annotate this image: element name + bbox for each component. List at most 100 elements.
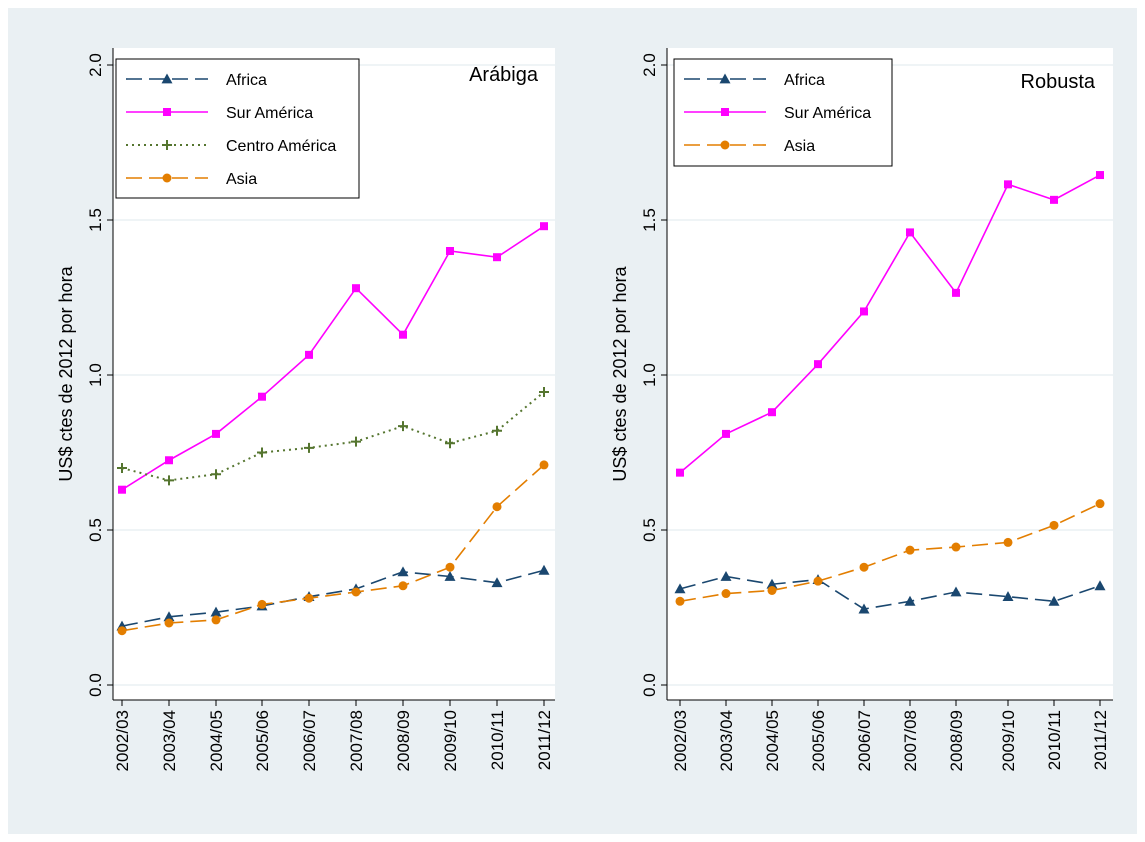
data-point bbox=[767, 585, 777, 595]
data-point bbox=[675, 596, 685, 606]
data-point bbox=[904, 595, 916, 606]
x-tick-label: 2003/04 bbox=[160, 710, 179, 771]
data-point bbox=[351, 587, 361, 597]
x-tick-label: 2007/08 bbox=[901, 710, 920, 771]
x-tick-label: 2006/07 bbox=[855, 710, 874, 771]
data-point bbox=[539, 460, 549, 470]
y-tick-label: 1.5 bbox=[86, 208, 105, 232]
y-tick-label: 0.0 bbox=[640, 673, 659, 697]
x-tick-label: 2004/05 bbox=[207, 710, 226, 771]
x-tick-label: 2002/03 bbox=[113, 710, 132, 771]
legend-marker bbox=[721, 108, 729, 116]
data-point bbox=[399, 330, 407, 339]
legend-label: Africa bbox=[226, 72, 267, 89]
y-tick-label: 2.0 bbox=[640, 53, 659, 77]
data-point bbox=[117, 463, 127, 473]
data-point bbox=[720, 571, 732, 581]
data-point bbox=[164, 618, 174, 628]
data-point bbox=[951, 542, 961, 552]
data-point bbox=[351, 436, 361, 447]
data-point bbox=[165, 456, 173, 465]
legend-label: Asia bbox=[226, 171, 257, 188]
data-point bbox=[1094, 580, 1106, 591]
x-tick-label: 2005/06 bbox=[253, 710, 272, 771]
x-tick-label: 2005/06 bbox=[809, 710, 828, 771]
data-point bbox=[304, 442, 314, 453]
data-point bbox=[492, 502, 502, 512]
data-point bbox=[210, 606, 222, 617]
data-point bbox=[1096, 171, 1104, 180]
series-line bbox=[679, 575, 1101, 610]
x-tick-label: 2002/03 bbox=[671, 710, 690, 771]
x-tick-label: 2011/12 bbox=[535, 710, 554, 770]
x-tick-label: 2007/08 bbox=[347, 710, 366, 771]
y-tick-label: 1.5 bbox=[640, 208, 659, 232]
data-point bbox=[397, 566, 409, 577]
data-point bbox=[1003, 537, 1013, 547]
data-point bbox=[1095, 499, 1105, 509]
data-point bbox=[1004, 180, 1012, 189]
y-axis-label: US$ ctes de 2012 por hora bbox=[56, 265, 76, 481]
x-tick-label: 2011/12 bbox=[1091, 710, 1110, 770]
data-point bbox=[906, 228, 914, 237]
legend-marker bbox=[161, 73, 173, 84]
legend-marker bbox=[720, 140, 730, 150]
x-tick-label: 2010/11 bbox=[1045, 710, 1064, 770]
legend: Africa Sur América Asia bbox=[673, 58, 893, 167]
data-point bbox=[211, 469, 221, 480]
y-axis-label: US$ ctes de 2012 por hora bbox=[610, 265, 630, 481]
data-point bbox=[444, 571, 456, 581]
data-point bbox=[212, 429, 220, 438]
data-point bbox=[768, 408, 776, 417]
chart-panel-1: 0.0 0.5 1.0 1.5 2.0 US$ ctes de 2012 por hora… bbox=[56, 48, 555, 771]
data-point bbox=[860, 307, 868, 316]
x-tick-label: 2009/10 bbox=[999, 710, 1018, 771]
data-point bbox=[859, 562, 869, 572]
legend-label: Asia bbox=[784, 138, 815, 155]
x-tick-label: 2010/11 bbox=[488, 710, 507, 770]
data-point bbox=[538, 564, 550, 575]
panel-title: Arábiga bbox=[469, 64, 539, 86]
data-point bbox=[493, 253, 501, 262]
data-point bbox=[905, 545, 915, 555]
legend-marker bbox=[719, 73, 731, 84]
legend-marker bbox=[162, 140, 172, 150]
chart-panel-2: 0.0 0.5 1.0 1.5 2.0 US$ ctes de 2012 por hora… bbox=[610, 48, 1113, 771]
data-point bbox=[1049, 520, 1059, 530]
series-line bbox=[121, 569, 545, 627]
data-point bbox=[304, 593, 314, 603]
series-line bbox=[679, 502, 1101, 603]
data-point bbox=[766, 578, 778, 589]
data-point bbox=[814, 360, 822, 369]
data-point bbox=[721, 589, 731, 599]
data-point bbox=[445, 438, 455, 449]
data-point bbox=[257, 447, 267, 458]
legend-label: Centro América bbox=[226, 138, 336, 155]
data-point bbox=[676, 468, 684, 477]
y-tick-label: 0.5 bbox=[86, 518, 105, 542]
data-point bbox=[858, 603, 870, 614]
series-asia bbox=[117, 460, 549, 636]
data-point bbox=[952, 288, 960, 297]
y-tick-label: 1.0 bbox=[640, 363, 659, 387]
data-point bbox=[163, 611, 175, 622]
data-point bbox=[118, 485, 126, 494]
series-centro-américa bbox=[117, 387, 549, 486]
data-point bbox=[674, 583, 686, 594]
legend-label: Africa bbox=[784, 72, 825, 89]
series-sur-américa bbox=[118, 222, 548, 494]
data-point bbox=[491, 577, 503, 588]
data-point bbox=[398, 421, 408, 432]
data-point bbox=[539, 387, 549, 398]
x-tick-label: 2008/09 bbox=[394, 710, 413, 771]
y-tick-label: 1.0 bbox=[86, 363, 105, 387]
data-point bbox=[257, 599, 267, 609]
data-point bbox=[445, 562, 455, 572]
legend: Africa Sur América Centro América Asia bbox=[115, 58, 360, 199]
series-africa bbox=[674, 571, 1106, 614]
x-tick-label: 2008/09 bbox=[947, 710, 966, 771]
data-point bbox=[305, 350, 313, 359]
data-point bbox=[164, 475, 174, 486]
series-sur-américa bbox=[676, 171, 1104, 477]
